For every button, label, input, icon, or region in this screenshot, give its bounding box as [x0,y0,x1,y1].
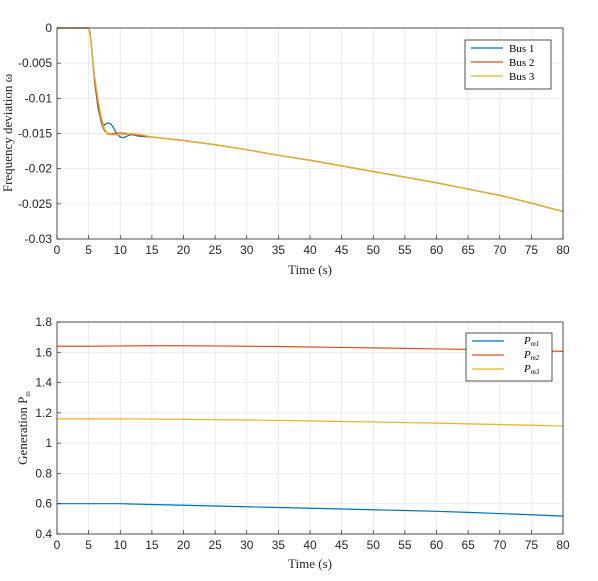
legend-label: Pm1 [523,335,539,348]
y-axis-label-1: Frequency deviation ω [0,73,15,192]
legend-label-main: P [523,363,531,375]
x-tick-label: 65 [461,538,475,552]
x-tick-label: 35 [272,243,286,257]
x-axis-label-2: Time (s) [288,556,332,571]
x-tick-label: 5 [85,538,92,552]
x-tick-label: 65 [461,243,475,257]
x-tick-label: 0 [54,538,61,552]
x-tick-label: 10 [114,538,128,552]
x-tick-label: 55 [398,243,412,257]
x-tick-label: 50 [367,243,381,257]
ticks-1: 0 5 10 15 20 25 30 35 40 45 50 55 60 65 70 75 80 0 -0.005 -… [18,21,570,257]
x-tick-label: 25 [208,243,222,257]
y-tick-label: -0.025 [18,197,52,211]
legend-label-sub: m1 [531,340,540,348]
x-tick-label: 30 [240,243,254,257]
x-tick-label: 10 [114,243,128,257]
y-tick-label: -0.015 [18,127,52,141]
x-tick-label: 50 [367,538,381,552]
legend-label-main: P [523,349,531,361]
series-line [57,27,564,213]
y-tick-label: 1 [45,436,52,450]
x-tick-label: 45 [335,538,349,552]
y-tick-label: 1.6 [35,345,52,359]
x-tick-label: 80 [556,243,570,257]
x-tick-label: 5 [85,243,92,257]
y-tick-label: -0.02 [25,162,53,176]
x-tick-label: 20 [177,538,191,552]
ticks-2: 0 5 10 15 20 25 30 35 40 45 50 55 60 65 70 75 80 0.4 0.6 0.… [35,315,570,552]
legend-1: Bus 1 Bus 2 Bus 3 [464,39,552,90]
y-tick-label: -0.03 [25,232,53,246]
x-tick-label: 20 [177,243,191,257]
x-tick-label: 25 [208,538,222,552]
x-tick-label: 60 [430,538,444,552]
frequency-chart: 0 5 10 15 20 25 30 35 40 45 50 55 60 65 70 75 80 0 -0.005 -… [0,21,570,277]
generation-chart: 0 5 10 15 20 25 30 35 40 45 50 55 60 65 70 75 80 0.4 0.6 0.… [15,315,570,571]
legend-label: Pm2 [523,349,540,362]
x-tick-label: 30 [240,538,254,552]
y-tick-label: 1.8 [35,315,52,329]
legend-label: Bus 3 [509,71,535,83]
x-tick-label: 40 [303,538,317,552]
y-tick-label: 0.8 [35,466,52,480]
y-tick-label: 0.6 [35,497,52,511]
y-tick-label: 0.4 [35,527,52,541]
y-axis-label-2-sub: m [24,391,32,397]
x-axis-label-1: Time (s) [288,262,332,277]
x-tick-label: 60 [430,243,444,257]
x-tick-label: 55 [398,538,412,552]
legend-label: Pm3 [523,363,540,376]
x-tick-label: 75 [525,243,539,257]
y-tick-label: 0 [45,21,52,35]
legend-label: Bus 1 [509,43,534,55]
series-line [57,503,564,517]
legend-label-sub: m3 [531,368,540,376]
x-tick-label: 75 [525,538,539,552]
x-tick-label: 35 [272,538,286,552]
x-tick-label: 45 [335,243,349,257]
x-tick-label: 70 [493,243,507,257]
x-tick-label: 70 [493,538,507,552]
y-tick-label: 1.2 [35,406,52,420]
legend-label-sub: m2 [531,354,540,362]
legend-label: Bus 2 [509,57,534,69]
series-line [57,418,564,427]
legend-box-2 [465,332,553,382]
y-tick-label: 1.4 [35,376,52,390]
x-tick-label: 15 [145,538,159,552]
y-tick-label: -0.005 [18,56,52,70]
x-tick-label: 15 [145,243,159,257]
x-tick-label: 40 [303,243,317,257]
y-axis-label-2-main: Generation P [15,397,30,465]
x-tick-label: 0 [54,243,61,257]
x-tick-label: 80 [556,538,570,552]
legend-label-main: P [523,335,531,347]
y-axis-label-2: Generation Pm [15,391,32,465]
series-lines-1 [57,27,564,213]
y-tick-label: -0.01 [25,91,53,105]
